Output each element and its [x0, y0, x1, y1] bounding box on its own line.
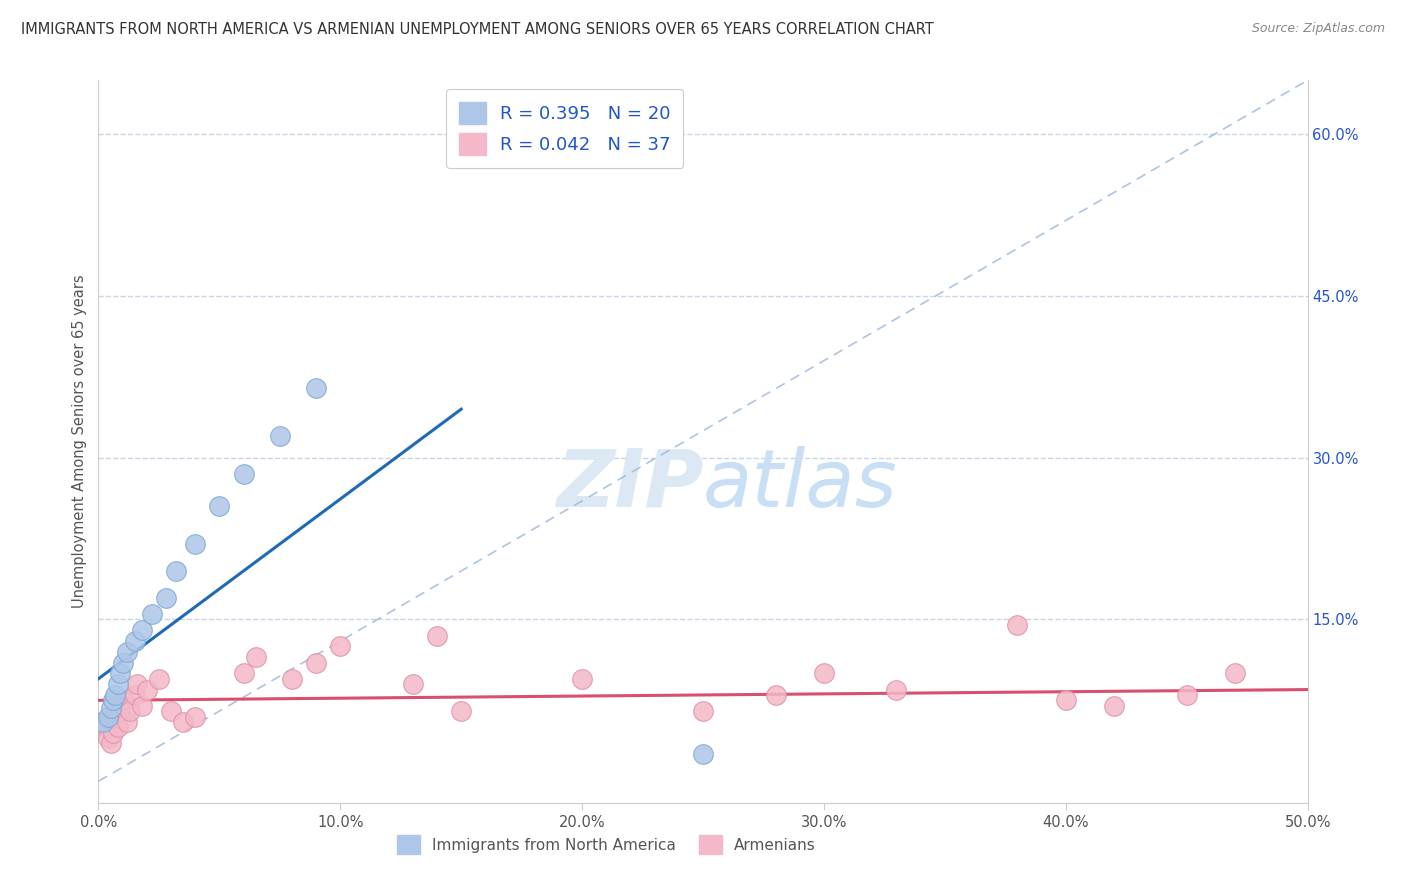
Text: ZIP: ZIP [555, 446, 703, 524]
Point [107, 720, 129, 734]
Point [104, 688, 127, 702]
Point [111, 656, 134, 670]
Point [1102, 698, 1125, 713]
Y-axis label: Unemployment Among Seniors over 65 years: Unemployment Among Seniors over 65 years [72, 275, 87, 608]
Point [184, 709, 207, 723]
Point [765, 688, 787, 702]
Point [108, 666, 131, 681]
Point [450, 704, 472, 718]
Point [94, 720, 117, 734]
Point [155, 591, 177, 605]
Point [97, 731, 120, 745]
Point [692, 704, 714, 718]
Point [160, 704, 183, 718]
Point [281, 672, 304, 686]
Point [107, 677, 129, 691]
Point [329, 640, 352, 654]
Text: Source: ZipAtlas.com: Source: ZipAtlas.com [1251, 22, 1385, 36]
Point [165, 564, 187, 578]
Point [124, 634, 146, 648]
Point [135, 682, 157, 697]
Legend: Immigrants from North America, Armenians: Immigrants from North America, Armenians [391, 830, 821, 860]
Point [1054, 693, 1077, 707]
Point [131, 624, 153, 638]
Point [245, 650, 267, 665]
Point [127, 677, 149, 691]
Point [426, 629, 449, 643]
Text: IMMIGRANTS FROM NORTH AMERICA VS ARMENIAN UNEMPLOYMENT AMONG SENIORS OVER 65 YEA: IMMIGRANTS FROM NORTH AMERICA VS ARMENIA… [21, 22, 934, 37]
Point [104, 709, 127, 723]
Point [402, 677, 425, 691]
Point [172, 714, 194, 729]
Point [148, 672, 170, 686]
Point [1223, 666, 1246, 681]
Point [117, 714, 139, 729]
Point [1007, 618, 1029, 632]
Point [184, 537, 207, 551]
Point [269, 429, 291, 443]
Point [232, 467, 254, 481]
Point [571, 672, 593, 686]
Point [131, 698, 153, 713]
Point [118, 704, 141, 718]
Point [305, 656, 328, 670]
Point [91, 714, 114, 729]
Point [1175, 688, 1198, 702]
Point [100, 701, 122, 715]
Text: atlas: atlas [703, 446, 898, 524]
Point [108, 704, 131, 718]
Point [208, 500, 231, 514]
Point [91, 714, 114, 729]
Point [813, 666, 835, 681]
Point [305, 381, 328, 395]
Point [124, 688, 146, 702]
Point [692, 747, 714, 762]
Point [97, 709, 120, 723]
Point [101, 693, 124, 707]
Point [232, 666, 254, 681]
Point [100, 737, 122, 751]
Point [117, 645, 139, 659]
Point [101, 725, 124, 739]
Point [886, 682, 908, 697]
Point [141, 607, 163, 621]
Point [111, 693, 134, 707]
